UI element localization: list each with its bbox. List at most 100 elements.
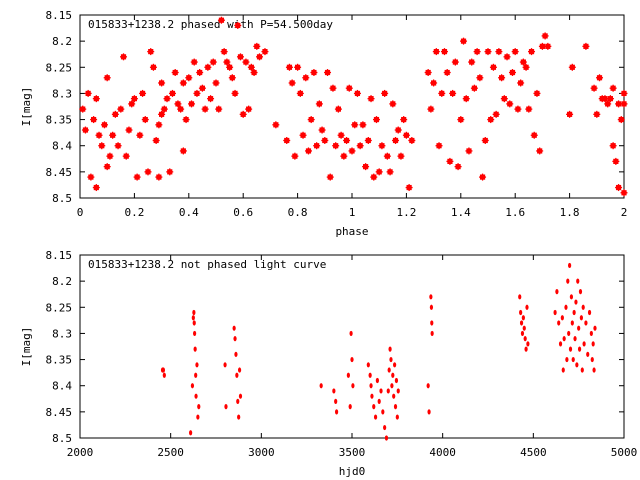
data-point: [212, 79, 220, 87]
y-tick-label: 8.25: [46, 301, 73, 314]
data-point: [582, 341, 586, 347]
data-point: [191, 315, 195, 321]
data-point: [236, 398, 240, 404]
data-point: [182, 116, 190, 124]
data-point: [139, 89, 147, 97]
data-point: [238, 393, 243, 399]
data-point: [236, 53, 244, 61]
data-point: [231, 89, 239, 97]
data-point: [253, 42, 261, 50]
data-points: [79, 16, 628, 197]
data-point: [530, 131, 538, 139]
data-point: [487, 116, 495, 124]
data-point: [114, 142, 122, 150]
data-point: [141, 116, 149, 124]
data-point: [302, 74, 310, 82]
data-point: [400, 116, 408, 124]
data-point: [313, 142, 321, 150]
panel-title: 015833+1238.2 not phased light curve: [88, 258, 326, 271]
data-point: [566, 278, 570, 284]
data-point: [589, 330, 593, 337]
data-point: [233, 336, 237, 342]
data-point: [500, 95, 508, 103]
data-point: [351, 383, 355, 389]
data-point: [235, 372, 239, 378]
data-point: [299, 131, 307, 139]
data-point: [296, 89, 304, 97]
data-point: [158, 110, 166, 118]
data-point: [506, 100, 514, 108]
data-point: [130, 95, 138, 103]
data-point: [362, 163, 370, 171]
data-point: [430, 320, 434, 326]
data-point: [570, 320, 574, 326]
data-point: [568, 262, 572, 269]
data-point: [576, 278, 580, 284]
data-point: [395, 414, 399, 420]
data-point: [171, 69, 179, 77]
x-tick-label: 2: [621, 206, 628, 219]
data-point: [481, 136, 489, 144]
data-point: [324, 69, 332, 77]
data-point: [345, 84, 353, 92]
x-tick-label: 1.8: [560, 206, 580, 219]
data-point: [155, 173, 163, 181]
data-point: [144, 168, 152, 176]
data-point: [228, 74, 236, 82]
panel-title: 015833+1238.2 phased with P=54.500day: [88, 18, 333, 31]
data-point: [582, 42, 590, 50]
data-point: [596, 74, 604, 82]
data-point: [223, 58, 231, 66]
data-point: [620, 100, 628, 108]
data-point: [383, 152, 391, 160]
data-point: [575, 362, 579, 368]
data-point: [574, 299, 578, 305]
data-point: [160, 105, 168, 113]
data-point: [364, 136, 372, 144]
data-point: [353, 89, 361, 97]
x-tick-label: 4000: [429, 446, 456, 459]
data-point: [521, 315, 525, 321]
data-point: [567, 330, 571, 337]
data-point: [350, 356, 354, 363]
data-point: [192, 320, 196, 326]
data-point: [578, 289, 583, 295]
data-point: [348, 404, 352, 410]
data-point: [198, 84, 206, 92]
data-point: [149, 63, 157, 71]
data-point: [318, 126, 326, 134]
data-point: [372, 116, 380, 124]
data-point: [84, 89, 92, 97]
data-point: [528, 48, 536, 56]
data-point: [307, 116, 315, 124]
y-tick-label: 8.3: [52, 87, 72, 100]
data-point: [577, 325, 581, 331]
data-point: [366, 362, 370, 368]
data-point: [188, 100, 196, 108]
data-point: [381, 89, 389, 97]
x-tick-label: 0.8: [288, 206, 308, 219]
data-point: [492, 110, 500, 118]
data-point: [304, 147, 312, 155]
data-point: [558, 341, 563, 347]
data-point: [451, 58, 459, 66]
data-point: [565, 356, 569, 363]
data-point: [384, 435, 389, 441]
data-point: [256, 53, 264, 61]
data-point: [196, 414, 200, 420]
data-point: [383, 424, 387, 431]
data-point: [393, 362, 397, 368]
data-point: [168, 89, 176, 97]
data-point: [166, 168, 174, 176]
data-point: [609, 84, 617, 92]
data-point: [511, 48, 519, 56]
data-point: [573, 336, 577, 342]
data-point: [590, 84, 598, 92]
data-point: [337, 131, 345, 139]
data-point: [250, 69, 258, 77]
data-point: [489, 63, 497, 71]
data-point: [179, 79, 187, 87]
data-point: [315, 100, 323, 108]
data-point: [564, 304, 568, 310]
data-point: [272, 121, 280, 129]
